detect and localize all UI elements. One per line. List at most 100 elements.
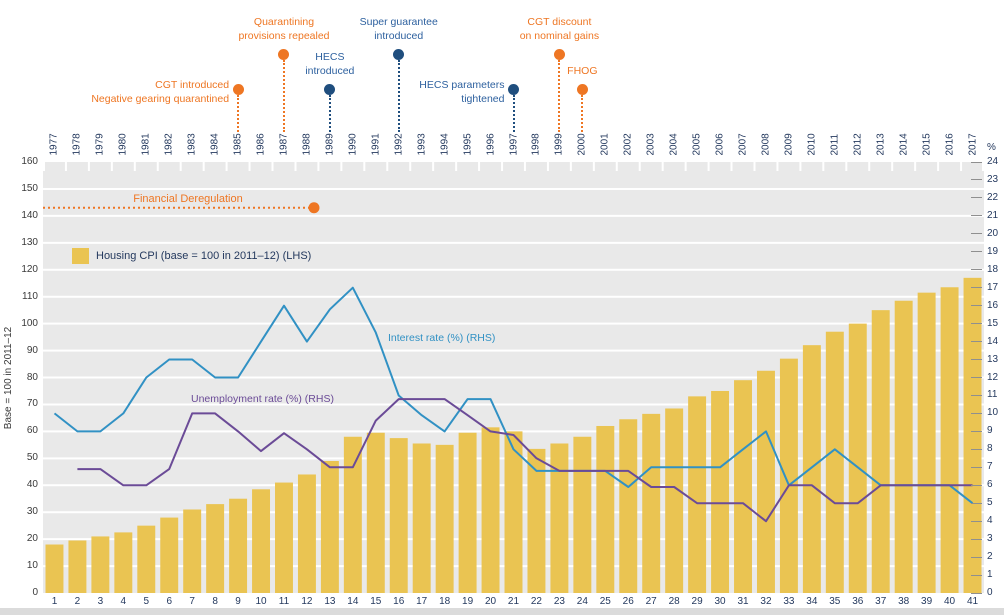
top-tick [684, 162, 687, 171]
year-label: 1979 [94, 133, 106, 156]
legend: Housing CPI (base = 100 in 2011–12) (LHS… [72, 248, 311, 264]
unemployment-rate-line [77, 398, 973, 523]
year-label: 1995 [462, 133, 474, 156]
right-tick-mark [971, 251, 982, 253]
top-tick [110, 162, 113, 171]
year-label: 1996 [485, 133, 497, 156]
year-label: 2011 [829, 133, 841, 156]
x-index-label: 24 [576, 596, 588, 607]
x-index-label: 25 [599, 596, 611, 607]
year-label: 1991 [370, 133, 382, 156]
right-tick-mark [971, 556, 982, 558]
x-index-label: 8 [212, 596, 218, 607]
right-tick-mark [971, 161, 982, 163]
housing-cpi-bar [481, 427, 500, 593]
housing-cpi-bar [206, 504, 225, 593]
line-label-unemployment: Unemployment rate (%) (RHS) [191, 393, 334, 405]
housing-cpi-bar [779, 358, 798, 593]
timeline-event-stem [237, 95, 240, 132]
x-index-label: 35 [829, 596, 841, 607]
housing-cpi-bar [802, 345, 821, 593]
top-tick [179, 162, 182, 171]
x-index-label: 27 [645, 596, 657, 607]
right-tick-mark [971, 520, 982, 522]
timeline-event-dot [278, 48, 290, 60]
left-tick-label: 30 [26, 506, 38, 518]
top-tick [340, 162, 343, 171]
housing-cpi-bar [527, 448, 546, 593]
housing-cpi-bar [894, 300, 913, 593]
left-tick-label: 80 [26, 371, 38, 383]
x-index-label: 13 [324, 596, 336, 607]
year-label: 1989 [324, 133, 336, 156]
right-tick-mark [971, 233, 982, 235]
top-tick [271, 162, 274, 171]
right-tick-label: 20 [987, 227, 999, 239]
x-index-label: 36 [852, 596, 864, 607]
year-label: 2007 [737, 133, 749, 156]
housing-cpi-bar [619, 419, 638, 593]
timeline-event-dot [508, 83, 519, 95]
x-index-label: 23 [553, 596, 565, 607]
interest-rate-line [53, 286, 974, 504]
year-label: 1997 [508, 133, 519, 156]
x-index-label: 10 [255, 596, 267, 607]
right-tick-mark [971, 592, 982, 594]
right-tick-label: 2 [987, 551, 993, 563]
top-tick [87, 162, 90, 171]
x-index-label: 15 [370, 596, 382, 607]
timeline-event-stem [512, 95, 515, 132]
x-index-label: 18 [439, 596, 451, 607]
right-tick-label: 15 [987, 317, 999, 329]
top-tick [960, 162, 963, 171]
right-tick-mark [971, 484, 982, 486]
timeline-event-label: HECS introduced [305, 51, 355, 77]
year-label: 1985 [232, 133, 244, 156]
housing-cpi-bar [642, 413, 661, 593]
right-tick-label: 16 [987, 299, 999, 311]
timeline-event-stem [581, 95, 584, 132]
x-index-label: 3 [97, 596, 104, 607]
right-tick-label: 19 [987, 245, 999, 257]
right-tick-mark [971, 377, 982, 378]
year-label: 1977 [48, 133, 60, 156]
year-label: 2012 [852, 133, 864, 156]
x-index-label: 7 [189, 596, 195, 607]
top-tick [914, 162, 917, 171]
housing-cpi-bar [848, 323, 867, 593]
housing-cpi-bar [275, 482, 293, 593]
x-index-label: 37 [875, 596, 887, 607]
top-tick [753, 162, 756, 171]
top-tick [569, 162, 572, 171]
year-label: 1986 [255, 133, 267, 156]
year-label: 2008 [760, 133, 772, 156]
left-tick-label: 70 [26, 398, 38, 410]
top-tick [478, 162, 481, 171]
x-index-label: 5 [143, 596, 150, 607]
left-tick-label: 100 [21, 317, 38, 329]
housing-cpi-bar [435, 444, 454, 593]
year-label: 1998 [530, 133, 542, 156]
right-tick-label: 7 [987, 461, 993, 473]
right-tick-label: 3 [987, 533, 993, 545]
x-index-label: 12 [301, 596, 313, 607]
year-label: 2016 [944, 133, 956, 156]
x-index-label: 32 [760, 596, 772, 607]
x-index-label: 39 [921, 596, 933, 607]
year-label: 1983 [186, 133, 198, 156]
x-index-label: 38 [898, 596, 910, 607]
x-index-label: 20 [484, 596, 497, 607]
right-axis-unit: % [987, 142, 996, 153]
left-tick-label: 40 [26, 479, 38, 491]
x-index-label: 6 [166, 596, 172, 607]
year-label: 2004 [668, 133, 680, 156]
x-index-label: 11 [278, 596, 290, 607]
top-tick [386, 162, 389, 171]
year-label: 2009 [783, 133, 795, 156]
top-tick [225, 162, 228, 171]
right-tick-label: 5 [987, 497, 993, 509]
financial-deregulation-label: Financial Deregulation [133, 193, 243, 205]
year-label: 2003 [645, 133, 657, 156]
left-tick-label: 50 [26, 452, 38, 464]
right-tick-label: 23 [987, 173, 999, 185]
